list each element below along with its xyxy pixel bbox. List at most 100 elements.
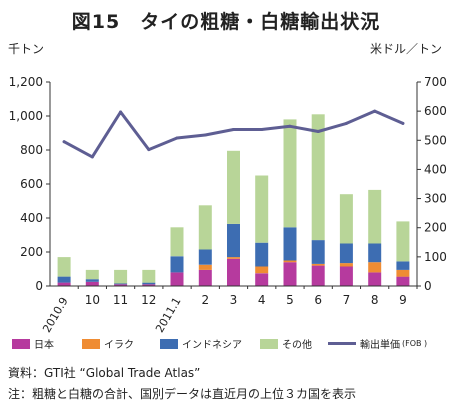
- legend-label-other: その他: [282, 340, 312, 351]
- legend-line-price: [328, 342, 356, 345]
- price-point-0: [62, 140, 66, 144]
- legend-label-japan: 日本: [34, 340, 54, 351]
- legend-label-iraq: イラク: [104, 340, 134, 351]
- x-tick-label-9: 6: [314, 293, 322, 307]
- bar-other-11: [368, 189, 382, 244]
- price-line: [62, 109, 405, 159]
- legend-label-indonesia: インドネシア: [182, 340, 242, 351]
- bar-japan-8: [283, 262, 297, 286]
- bar-japan-10: [339, 266, 353, 286]
- bar-other-6: [227, 150, 240, 224]
- bar-japan-6: [227, 258, 240, 286]
- bar-other-8: [283, 119, 297, 228]
- bar-iraq-8: [283, 260, 297, 263]
- x-tick-label-7: 4: [258, 293, 266, 307]
- x-tick-label-12: 9: [399, 293, 407, 307]
- legend-item-other: その他: [260, 336, 312, 351]
- bar-other-5: [198, 205, 212, 250]
- price-point-3: [147, 148, 151, 152]
- bar-indonesia-11: [368, 243, 382, 263]
- bar-other-4: [170, 227, 184, 257]
- x-tick-label-3: 12: [141, 293, 156, 307]
- right-axis-unit: 米ドル／トン: [369, 42, 442, 56]
- x-tick-label-5: 2: [201, 293, 209, 307]
- y2-tick-label-1: 100: [424, 250, 447, 264]
- bar-other-2: [114, 269, 128, 284]
- y-tick-label-2: 400: [20, 211, 43, 225]
- y2-tick-label-6: 600: [424, 104, 447, 118]
- bar-japan-11: [368, 272, 382, 286]
- bar-iraq-9: [311, 263, 325, 266]
- bar-other-0: [57, 257, 71, 277]
- bar-japan-1: [85, 281, 99, 287]
- chart-title: 図15 タイの粗糖・白糖輸出状況: [71, 11, 381, 33]
- y-tick-label-0: 0: [35, 279, 43, 293]
- bar-other-10: [339, 194, 353, 244]
- price-point-1: [90, 155, 94, 159]
- bar-japan-3: [142, 284, 156, 286]
- y2-tick-label-4: 400: [424, 162, 447, 176]
- x-tick-label-0: 2010.9: [40, 295, 71, 335]
- legend-label-price: 輸出単価: [360, 340, 400, 351]
- bar-indonesia-2: [114, 283, 128, 285]
- price-point-2: [119, 110, 123, 114]
- bar-indonesia-3: [142, 282, 156, 285]
- bar-iraq-7: [255, 266, 269, 274]
- y2-tick-label-5: 500: [424, 133, 447, 147]
- bar-iraq-5: [198, 264, 212, 270]
- price-point-8: [288, 124, 292, 128]
- legend-swatch-indonesia: [160, 338, 178, 349]
- y-tick-label-1: 200: [20, 245, 43, 259]
- bar-indonesia-7: [255, 242, 269, 267]
- x-tick-label-4: 2011.1: [153, 295, 184, 335]
- bar-japan-9: [311, 265, 325, 286]
- y-tick-label-3: 600: [20, 177, 43, 191]
- bar-iraq-10: [339, 263, 353, 267]
- bar-indonesia-4: [170, 256, 184, 273]
- legend-swatch-japan: [12, 338, 30, 349]
- y-tick-label-4: 800: [20, 143, 43, 157]
- chart-legend: 日本 イラク インドネシア その他 輸出単価 (FOB ): [6, 336, 452, 354]
- y2-tick-label-7: 700: [424, 75, 447, 89]
- bar-indonesia-1: [85, 279, 99, 282]
- note-text: 注：粗糖と白糖の合計、国別データは直近月の上位３カ国を表示: [8, 387, 357, 401]
- bar-japan-0: [57, 282, 71, 286]
- price-point-11: [373, 109, 377, 113]
- bar-japan-5: [198, 269, 212, 286]
- legend-swatch-other: [260, 338, 278, 349]
- bar-japan-2: [114, 284, 128, 286]
- legend-label-price-suffix: (FOB ): [402, 339, 428, 348]
- bar-other-1: [85, 269, 99, 280]
- bar-indonesia-12: [396, 261, 410, 270]
- source-text: 資料：GTI社 “Global Trade Atlas”: [8, 366, 201, 380]
- x-tick-label-10: 7: [343, 293, 351, 307]
- price-point-6: [232, 128, 235, 132]
- legend-item-price: 輸出単価 (FOB ): [328, 336, 427, 351]
- y-tick-label-6: 1,200: [9, 75, 43, 89]
- price-point-4: [175, 136, 179, 140]
- legend-swatch-iraq: [82, 338, 100, 349]
- bar-other-3: [142, 269, 156, 283]
- chart-canvas: 0 200 400 600 800 1,000 1,200 0 100 200 300 400 500 6…: [9, 75, 447, 335]
- bar-indonesia-9: [311, 240, 325, 264]
- price-point-10: [344, 121, 348, 125]
- bar-iraq-12: [396, 269, 410, 277]
- bar-indonesia-6: [227, 223, 240, 258]
- bar-other-12: [396, 221, 410, 262]
- left-axis-unit: 千トン: [8, 42, 45, 56]
- y-tick-label-5: 1,000: [9, 109, 43, 123]
- price-point-7: [260, 128, 264, 132]
- bar-indonesia-8: [283, 227, 297, 261]
- bar-japan-7: [255, 273, 269, 287]
- price-point-5: [203, 133, 207, 137]
- bar-indonesia-10: [339, 243, 353, 264]
- x-tick-label-8: 5: [286, 293, 294, 307]
- bar-indonesia-5: [198, 249, 212, 265]
- bar-japan-4: [170, 272, 184, 286]
- bar-iraq-11: [368, 262, 382, 273]
- y2-tick-label-2: 200: [424, 221, 447, 235]
- bar-iraq-6: [227, 257, 240, 259]
- bar-other-9: [311, 114, 325, 241]
- x-tick-label-6: 3: [230, 293, 238, 307]
- price-point-9: [316, 130, 320, 134]
